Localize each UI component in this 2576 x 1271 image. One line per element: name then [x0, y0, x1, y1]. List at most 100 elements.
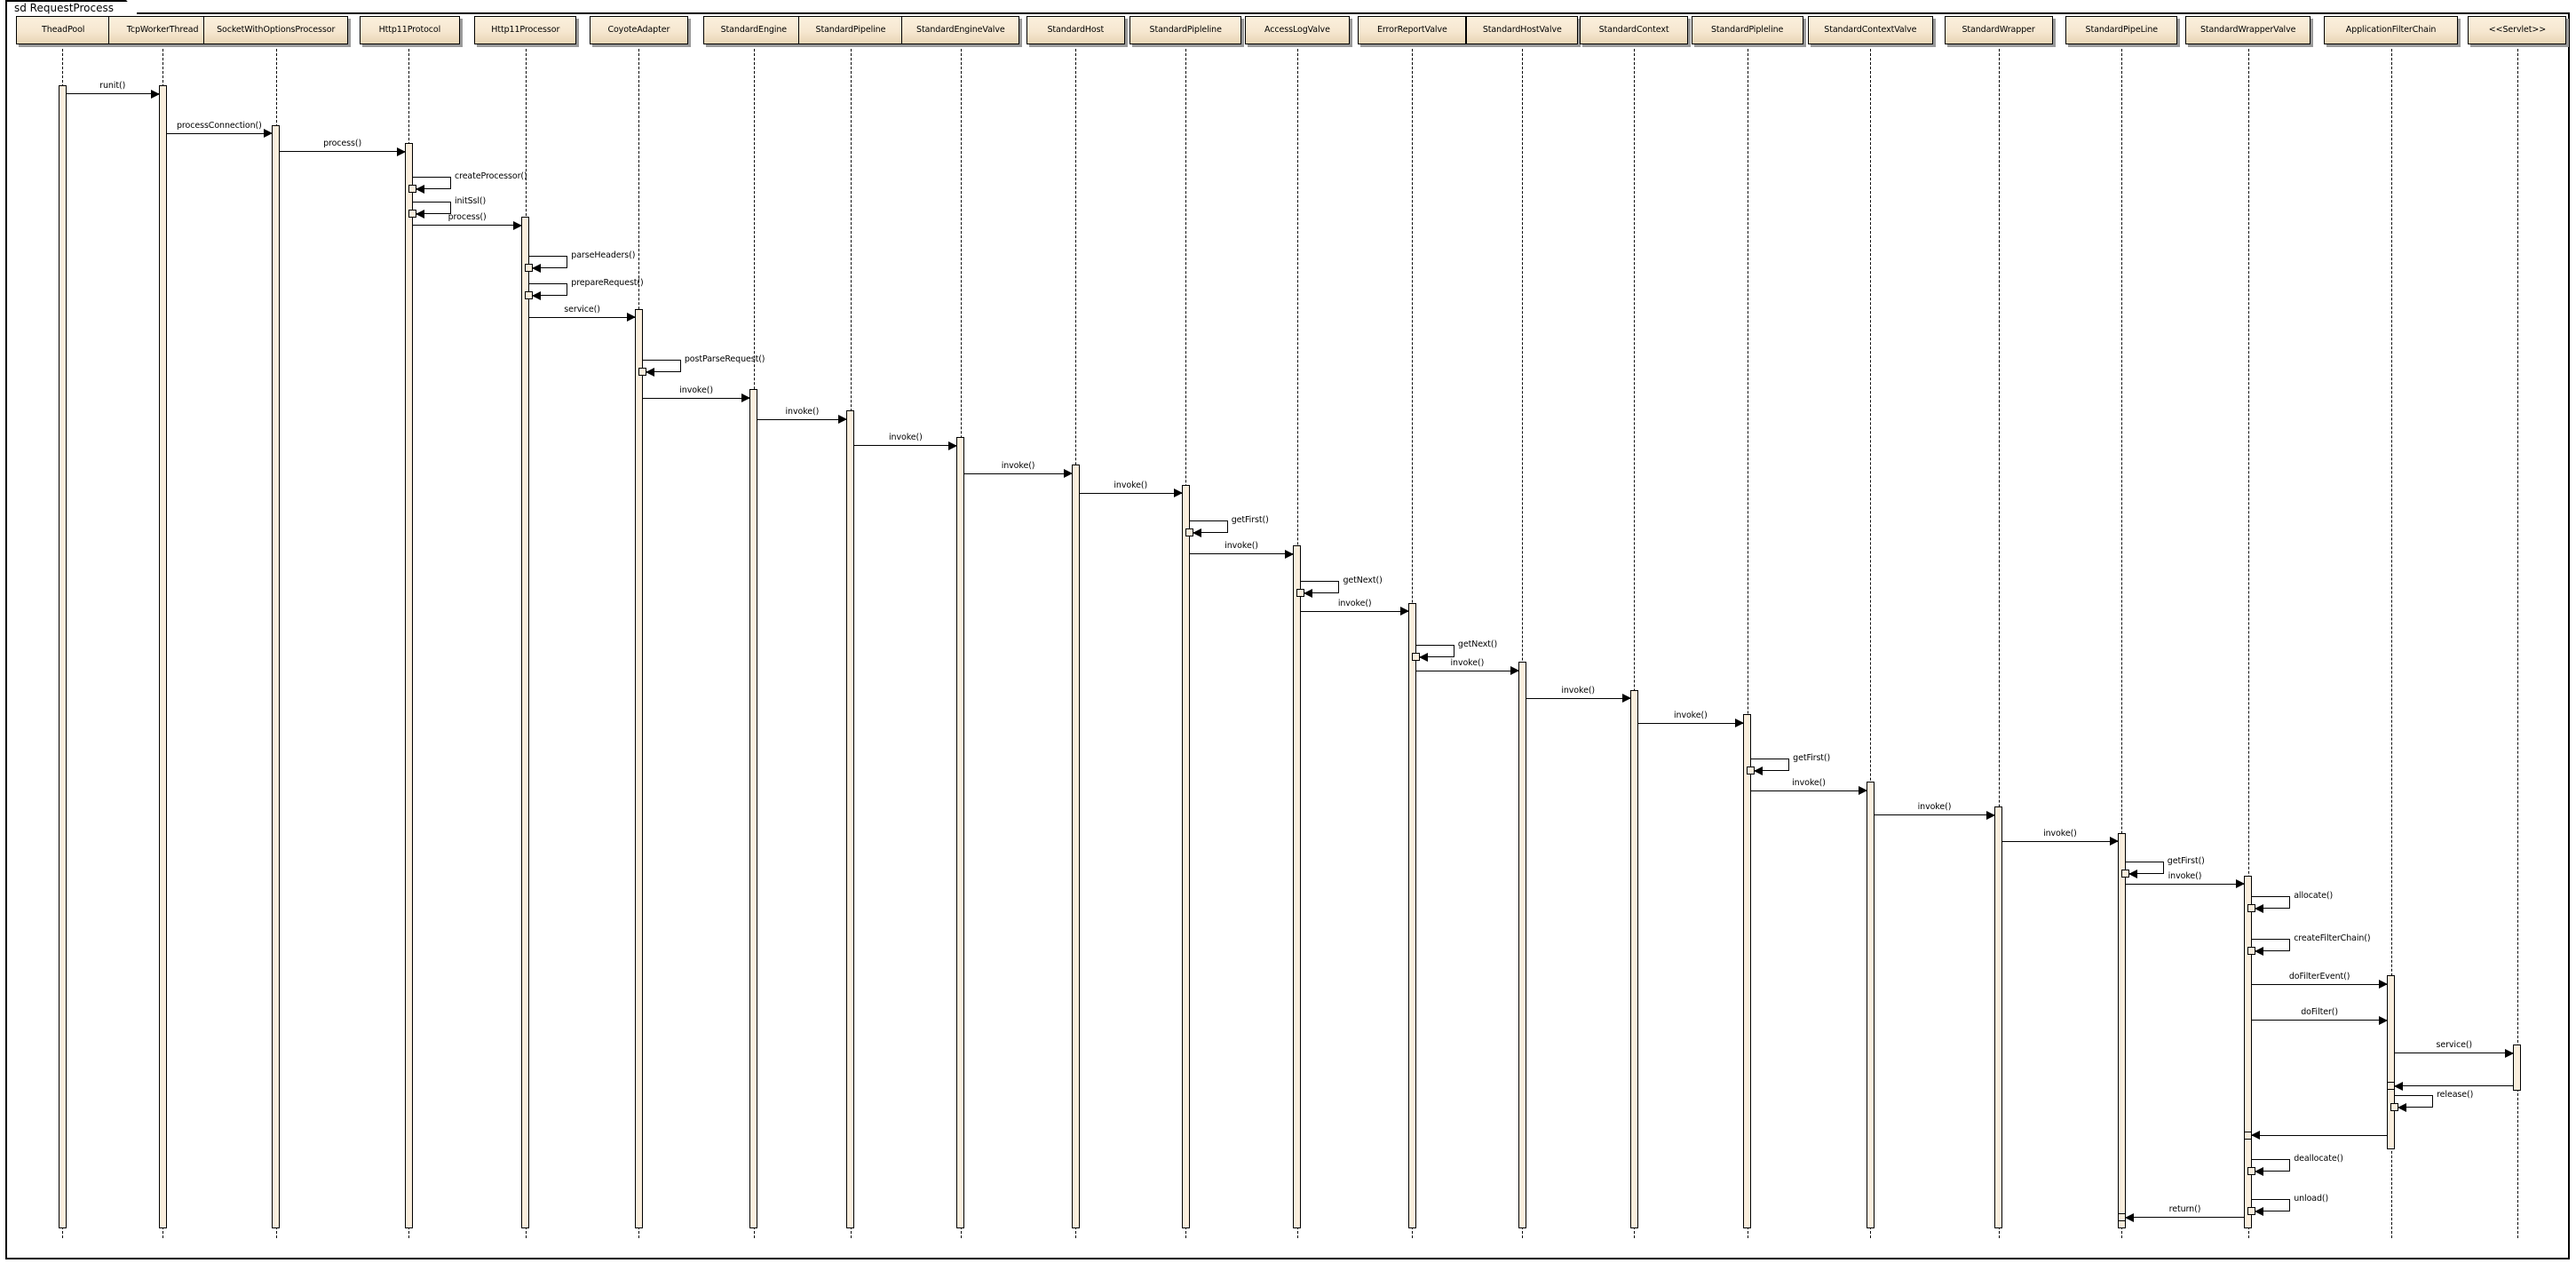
lifeline-label: Http11Processor [491, 25, 560, 35]
message-label: runit() [99, 81, 126, 91]
message-label: return() [2168, 1204, 2201, 1215]
lifeline-label: <<Servlet>> [2488, 25, 2547, 35]
arrowhead-left-icon [415, 210, 424, 218]
arrowhead-right-icon [513, 220, 523, 230]
arrowhead-right-icon [150, 89, 160, 99]
message-label: getFirst() [2167, 856, 2205, 867]
message-line-process [279, 151, 406, 153]
lifeline-head-accesslogvalve[interactable]: AccessLogValve [1244, 16, 1351, 44]
self-message-getnext [1300, 581, 1340, 594]
self-message-getnext [1415, 645, 1454, 658]
nested-activation [2244, 1131, 2253, 1140]
self-message-createprocessor [411, 177, 451, 190]
nested-activation [2247, 1167, 2256, 1176]
activation-bar-coyoteadapter [634, 308, 643, 1229]
arrowhead-left-icon [2128, 870, 2137, 879]
lifeline-head-stdengine[interactable]: StandardEngine [702, 16, 805, 44]
arrowhead-left-icon [1192, 528, 1201, 537]
arrowhead-left-icon [2398, 1103, 2407, 1113]
message-line-invoke [1525, 697, 1631, 699]
arrowhead-left-icon [532, 291, 542, 301]
arrowhead-left-icon [2255, 1206, 2264, 1216]
lifeline-head-stdpipeline4[interactable]: StandardPipeLine [2065, 16, 2178, 44]
lifeline-head-socketproc[interactable]: SocketWithOptionsProcessor [203, 16, 349, 44]
lifeline-label: StandardPipleline [1710, 25, 1784, 35]
nested-activation [1747, 766, 1756, 775]
arrowhead-right-icon [1285, 549, 1295, 559]
lifeline-head-servlet[interactable]: <<Servlet>> [2468, 16, 2567, 44]
activation-bar-stdenginevalve [956, 436, 965, 1229]
message-label: getNext() [1457, 639, 1498, 650]
self-message-initssl [411, 202, 451, 214]
lifeline-head-coyoteadapter[interactable]: CoyoteAdapter [589, 16, 688, 44]
lifeline-head-stdpipeline3[interactable]: StandardPipleline [1691, 16, 1803, 44]
activation-bar-stdcontext [1629, 689, 1638, 1229]
lifeline-label: StandardHostValve [1482, 25, 1562, 35]
message-line-invoke [2001, 840, 2119, 842]
activation-bar-stdpipeline3 [1743, 714, 1752, 1229]
message-label: processConnection() [176, 120, 262, 131]
arrowhead-right-icon [948, 441, 958, 450]
lifeline-stdcontextvalve [1870, 44, 1872, 1238]
lifeline-label: ErrorReportValve [1377, 25, 1447, 35]
lifeline-stdwrapper [1998, 44, 2000, 1238]
lifeline-head-errorreportvalve[interactable]: ErrorReportValve [1358, 16, 1467, 44]
lifeline-head-stdhostvalve[interactable]: StandardHostValve [1466, 16, 1579, 44]
lifeline-head-http11processor[interactable]: Http11Processor [474, 16, 577, 44]
message-label: createFilterChain() [2294, 933, 2371, 944]
message-label: invoke() [1337, 598, 1372, 608]
self-message-getfirst [1188, 520, 1228, 533]
lifeline-label: CoyoteAdapter [607, 25, 670, 35]
arrowhead-right-icon [1858, 786, 1867, 795]
nested-activation [1411, 653, 1420, 662]
lifeline-head-stdpipeline1[interactable]: StandardPipeline [797, 16, 904, 44]
message-line-return [2394, 1085, 2515, 1087]
message-label: unload() [2294, 1193, 2329, 1203]
message-line-invoke [853, 445, 958, 447]
message-label: postParseRequest() [684, 353, 765, 364]
message-label: getNext() [1343, 576, 1383, 586]
lifeline-servlet [2517, 44, 2518, 1238]
lifeline-head-stdpipeline2[interactable]: StandardPipleline [1129, 16, 1242, 44]
message-label: invoke() [1561, 685, 1596, 695]
message-label: invoke() [1114, 480, 1148, 490]
message-label: getFirst() [1231, 514, 1269, 525]
activation-bar-stdwrappervalve [2244, 875, 2253, 1229]
message-line-return [2124, 1217, 2246, 1219]
nested-activation [1185, 528, 1193, 536]
arrowhead-right-icon [1621, 694, 1631, 703]
message-label: invoke() [785, 406, 820, 417]
message-line-invoke [2124, 883, 2246, 885]
lifeline-head-stdcontext[interactable]: StandardContext [1580, 16, 1689, 44]
lifeline-head-stdhost[interactable]: StandardHost [1026, 16, 1125, 44]
arrowhead-right-icon [2109, 837, 2119, 846]
message-line-dofilter [2251, 1020, 2389, 1021]
activation-bar-errorreportvalve [1407, 602, 1416, 1229]
lifeline-head-stdwrapper[interactable]: StandardWrapper [1944, 16, 2053, 44]
message-line-runit [65, 93, 160, 95]
activation-bar-stdpipeline4 [2117, 832, 2126, 1229]
lifeline-head-http11protocol[interactable]: Http11Protocol [359, 16, 460, 44]
nested-activation [525, 291, 534, 300]
arrowhead-right-icon [1986, 810, 1996, 820]
self-message-createfilterchain [2251, 939, 2291, 952]
lifeline-label: StandardPipeline [815, 25, 886, 35]
lifeline-head-stdenginevalve[interactable]: StandardEngineValve [901, 16, 1020, 44]
lifeline-head-stdcontextvalve[interactable]: StandardContextValve [1808, 16, 1933, 44]
lifeline-label: StandardEngineValve [916, 25, 1005, 35]
arrowhead-right-icon [2379, 980, 2389, 989]
lifeline-head-tcpworker[interactable]: TcpWorkerThread [108, 16, 218, 44]
lifeline-head-appfilterchain[interactable]: ApplicationFilterChain [2323, 16, 2459, 44]
message-label: process() [323, 139, 362, 149]
lifeline-label: ApplicationFilterChain [2345, 25, 2437, 35]
activation-bar-stdengine [749, 389, 758, 1229]
arrowhead-right-icon [1173, 489, 1183, 498]
activation-bar-stdpipeline2 [1181, 484, 1190, 1229]
nested-activation [638, 367, 646, 376]
message-line-invoke [757, 418, 848, 420]
lifeline-head-stdwrappervalve[interactable]: StandardWrapperValve [2185, 16, 2310, 44]
lifeline-head-threadpool[interactable]: TheadPool [16, 16, 110, 44]
activation-bar-stdwrapper [1994, 806, 2003, 1229]
activation-bar-servlet [2513, 1045, 2522, 1091]
